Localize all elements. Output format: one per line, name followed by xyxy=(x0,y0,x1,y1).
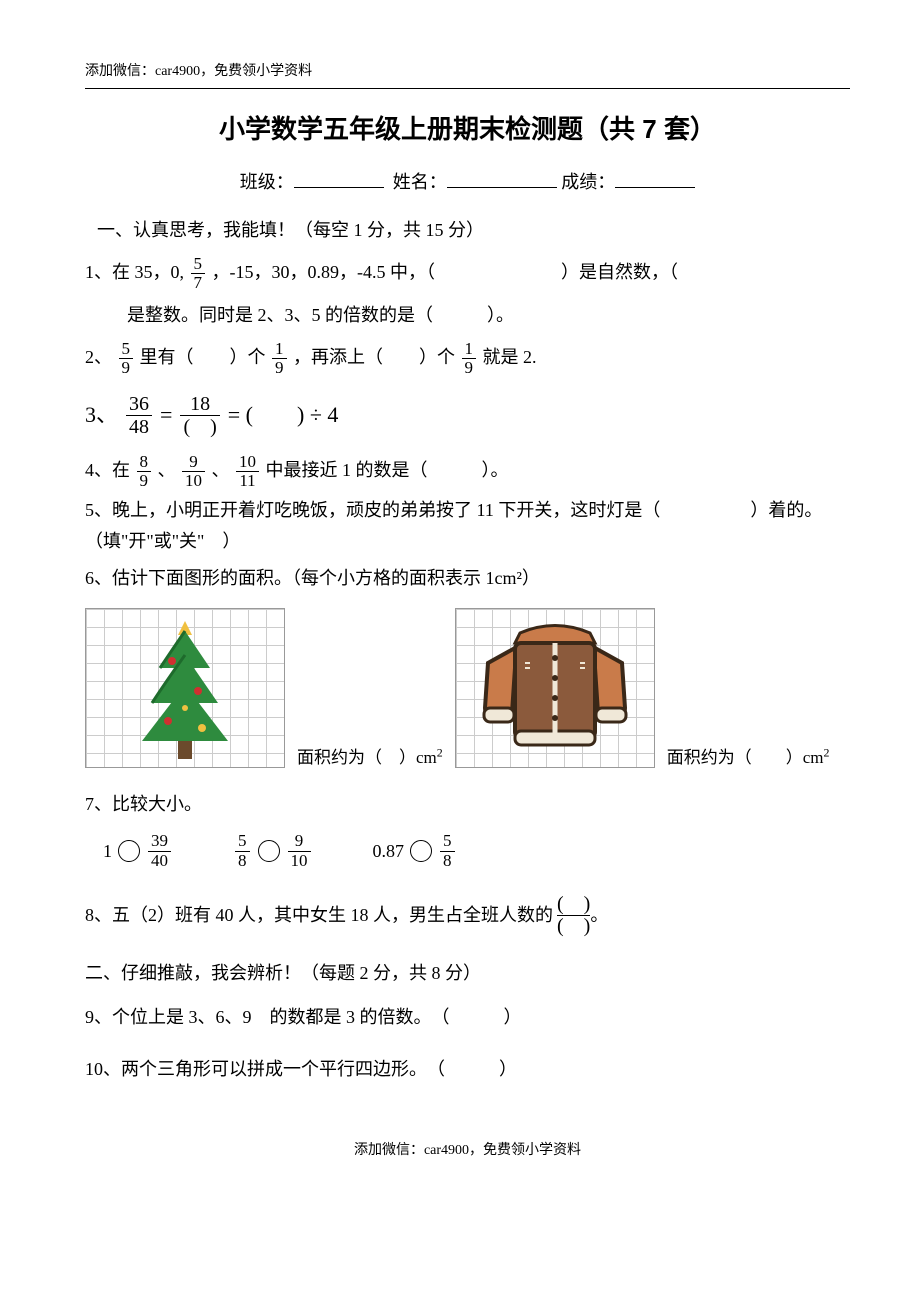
q1-text-a: 1、在 35，0, xyxy=(85,262,184,282)
worksheet-page: 添加微信：car4900，免费领小学资料 小学数学五年级上册期末检测题（共 7 … xyxy=(0,0,920,1199)
q4-text-b: 中最接近 1 的数是（ ）。 xyxy=(266,460,509,480)
q4-sep2: 、 xyxy=(212,460,230,480)
question-7: 7、比较大小。 xyxy=(85,786,850,824)
section-1-heading: 一、认真思考，我能填！（每空 1 分，共 15 分） xyxy=(85,216,850,242)
figure-row: 面积约为（ ）cm2 面积约为（ ）cm2 xyxy=(85,608,850,768)
q8-blank-fraction[interactable]: ( ) ( ) xyxy=(557,894,590,937)
class-blank[interactable] xyxy=(294,168,384,188)
cmp3-left: 0.87 xyxy=(373,841,405,862)
q3-label: 3、 xyxy=(85,392,118,438)
cmp-2: 58 910 xyxy=(233,832,313,870)
q8-text: 8、五（2）班有 40 人，其中女生 18 人，男生占全班人数的 xyxy=(85,897,553,935)
q1-line2: 是整数。同时是 2、3、5 的倍数的是（ ）。 xyxy=(85,297,850,335)
q4-text-a: 4、在 xyxy=(85,460,130,480)
compare-circle[interactable] xyxy=(410,840,432,862)
grid-figure-jacket xyxy=(455,608,655,768)
header-rule xyxy=(85,88,850,89)
q4-frac3: 1011 xyxy=(236,453,259,491)
page-title: 小学数学五年级上册期末检测题（共 7 套） xyxy=(85,109,850,146)
footer-note: 添加微信：car4900，免费领小学资料 xyxy=(85,1139,850,1159)
q4-frac2: 910 xyxy=(182,453,205,491)
q2-text-c: ，再添上（ ）个 xyxy=(293,347,455,367)
jacket-icon xyxy=(470,613,640,763)
q4-sep1: 、 xyxy=(158,460,176,480)
question-6: 6、估计下面图形的面积。（每个小方格的面积表示 1cm²） xyxy=(85,560,850,598)
cmp2-left: 58 xyxy=(235,832,250,870)
class-label: 班级： xyxy=(240,172,294,192)
cmp-3: 0.87 58 xyxy=(373,832,457,870)
question-9: 9、个位上是 3、6、9 的数都是 3 的倍数。 （ ） xyxy=(85,999,850,1037)
compare-circle[interactable] xyxy=(258,840,280,862)
name-blank[interactable] xyxy=(447,168,557,188)
grid-figure-tree xyxy=(85,608,285,768)
q1-fraction: 57 xyxy=(191,255,206,293)
header-note: 添加微信：car4900，免费领小学资料 xyxy=(85,60,850,80)
question-5: 5、晚上，小明正开着灯吃晚饭，顽皮的弟弟按了 11 下开关，这时灯是（ ）着的。… xyxy=(85,495,850,556)
score-label: 成绩： xyxy=(561,172,615,192)
name-label: 姓名： xyxy=(393,172,447,192)
cmp-1: 1 3940 xyxy=(103,832,173,870)
q2-frac2: 19 xyxy=(272,340,287,378)
q2-label: 2、 xyxy=(85,347,112,367)
q2-text-b: 里有（ ）个 xyxy=(140,347,266,367)
q2-text-d: 就是 2. xyxy=(483,347,537,367)
question-10: 10、两个三角形可以拼成一个平行四边形。 （ ） xyxy=(85,1051,850,1089)
q3-equals-1: = xyxy=(160,392,172,438)
cmp1-right: 3940 xyxy=(148,832,171,870)
q3-frac2: 18( ) xyxy=(180,393,219,438)
section-2-heading: 二、仔细推敲，我会辨析！（每题 2 分，共 8 分） xyxy=(85,959,850,985)
question-8: 8、五（2）班有 40 人，其中女生 18 人，男生占全班人数的 ( ) ( )… xyxy=(85,894,850,937)
question-3: 3、 3648 = 18( ) = ( ) ÷ 4 xyxy=(85,392,850,438)
cmp3-right: 58 xyxy=(440,832,455,870)
compare-circle[interactable] xyxy=(118,840,140,862)
question-4: 4、在 89 、 910 、 1011 中最接近 1 的数是（ ）。 xyxy=(85,452,850,491)
comparison-row: 1 3940 58 910 0.87 58 xyxy=(103,832,850,870)
cmp1-left: 1 xyxy=(103,841,112,862)
student-info-line: 班级： 姓名： 成绩： xyxy=(85,168,850,194)
figure1-label: 面积约为（ ）cm2 xyxy=(297,743,443,768)
question-1: 1、在 35，0, 57 ，-15，30，0.89，-4.5 中，（ ）是自然数… xyxy=(85,254,850,293)
question-2: 2、 59 里有（ ）个 19 ，再添上（ ）个 19 就是 2. xyxy=(85,339,850,378)
cmp2-right: 910 xyxy=(288,832,311,870)
q3-tail: = ( ) ÷ 4 xyxy=(228,392,339,438)
q3-frac1: 3648 xyxy=(126,393,152,438)
figure2-label: 面积约为（ ）cm2 xyxy=(667,743,830,768)
q1-text-b: ，-15，30，0.89，-4.5 中，（ ）是自然数，（ xyxy=(212,262,679,282)
q8-period: 。 xyxy=(590,897,608,935)
q4-frac1: 89 xyxy=(137,453,152,491)
christmas-tree-icon xyxy=(130,613,240,763)
score-blank[interactable] xyxy=(615,168,695,188)
q2-frac3: 19 xyxy=(462,340,477,378)
q2-frac1: 59 xyxy=(119,340,134,378)
